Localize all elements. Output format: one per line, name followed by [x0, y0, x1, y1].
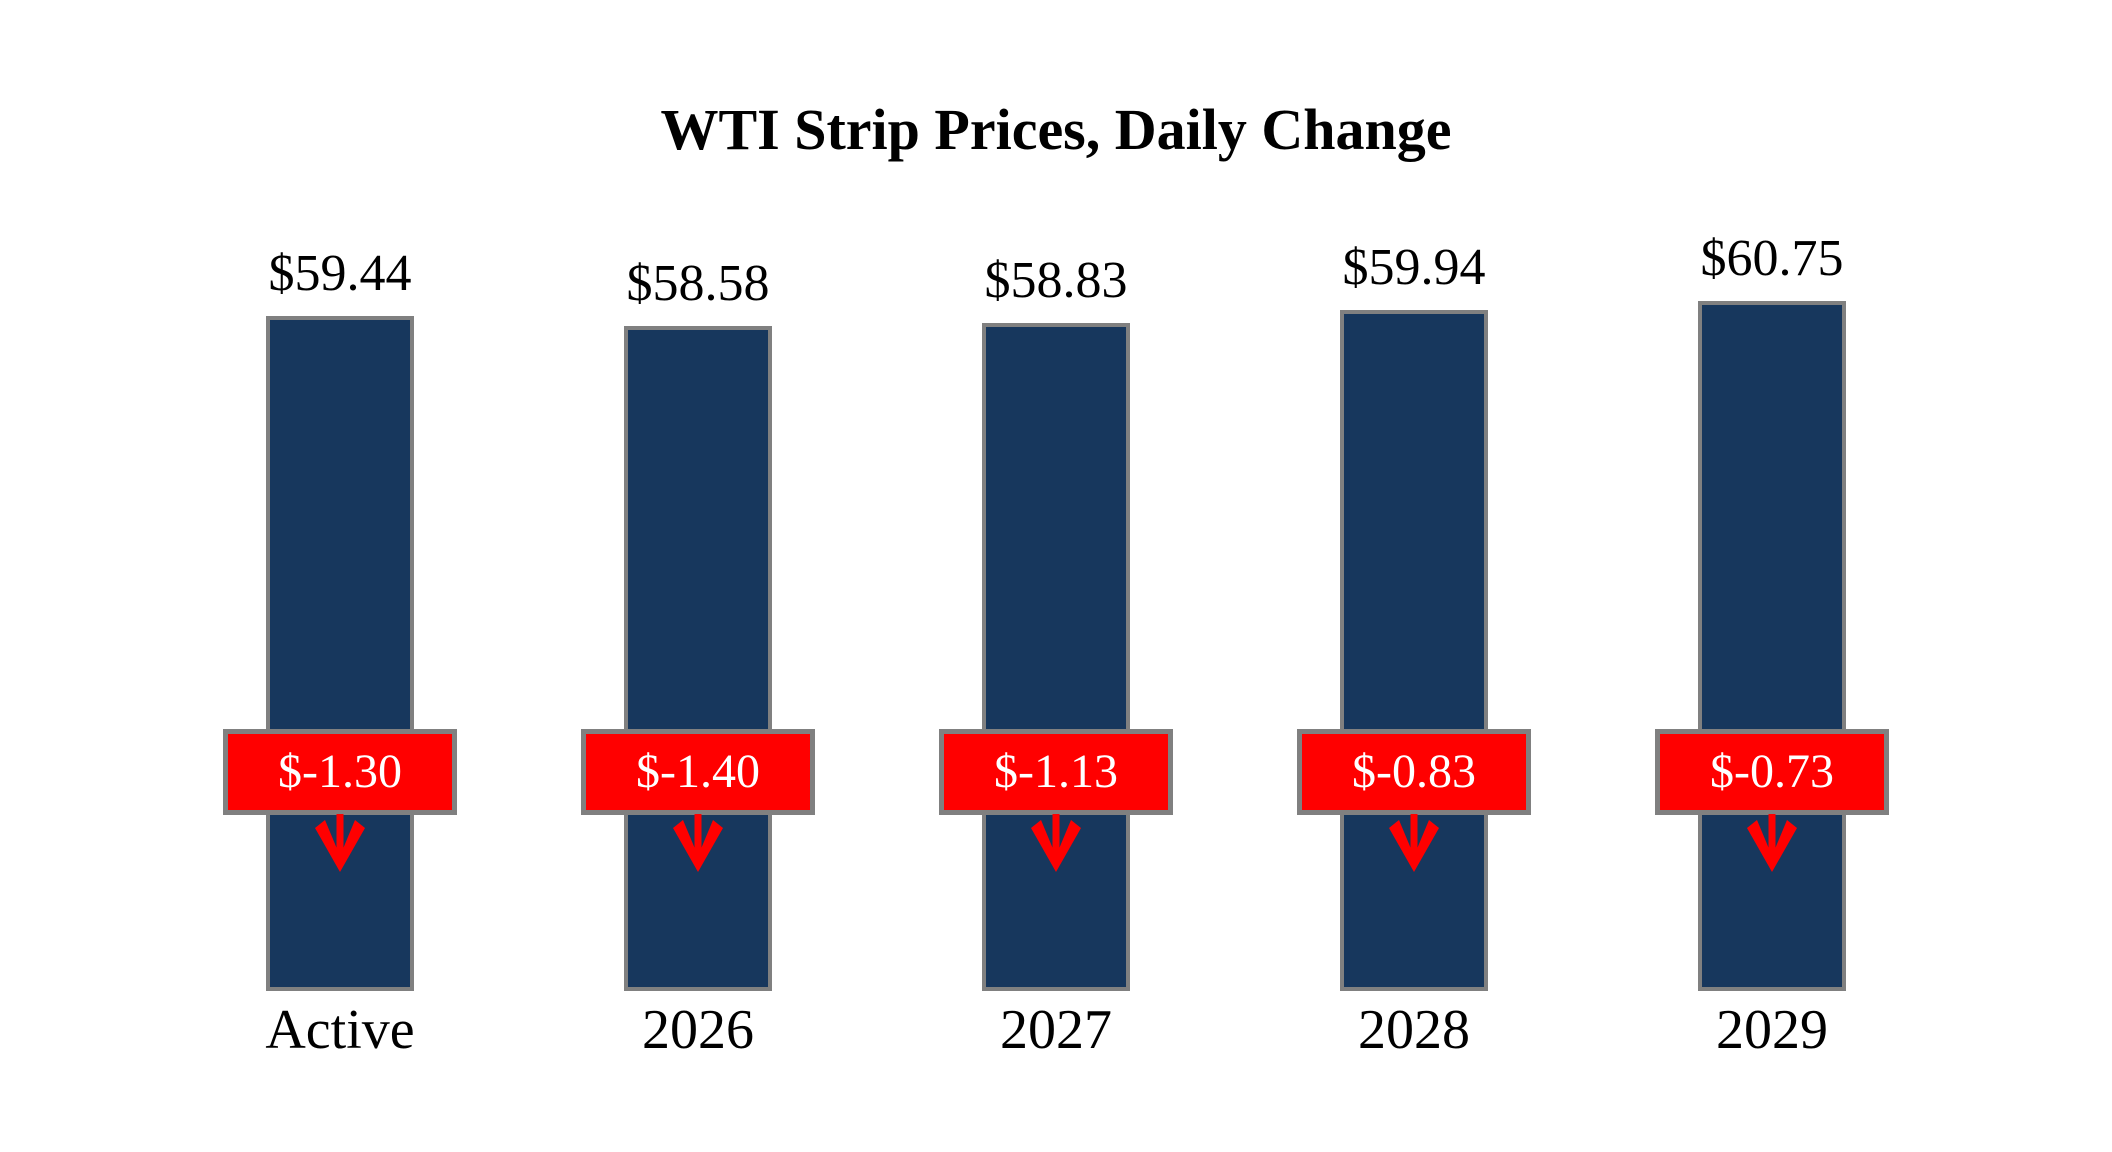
down-arrow-icon — [1031, 814, 1081, 872]
chart-title: WTI Strip Prices, Daily Change — [660, 97, 1452, 162]
down-arrow-icon — [673, 814, 723, 872]
price-bar — [266, 316, 414, 991]
change-badge: $-1.30 — [223, 729, 457, 815]
down-arrow-icon — [1747, 814, 1797, 872]
price-bar — [624, 326, 772, 991]
price-label: $59.94 — [1342, 239, 1486, 296]
change-badge: $-1.40 — [581, 729, 815, 815]
category-label: 2028 — [1358, 999, 1470, 1061]
change-badge: $-1.13 — [939, 729, 1173, 815]
price-label: $59.44 — [268, 245, 412, 302]
category-label: Active — [265, 999, 415, 1061]
down-arrow-icon — [315, 814, 365, 872]
down-arrow-icon — [1389, 814, 1439, 872]
change-badge: $-0.73 — [1655, 729, 1889, 815]
price-label: $58.58 — [626, 255, 770, 312]
price-label: $58.83 — [984, 252, 1128, 309]
category-label: 2026 — [642, 999, 754, 1061]
category-label: 2027 — [1000, 999, 1112, 1061]
change-badge: $-0.83 — [1297, 729, 1531, 815]
price-bar — [1698, 301, 1846, 991]
price-bar — [1340, 310, 1488, 991]
price-bar — [982, 323, 1130, 991]
category-label: 2029 — [1716, 999, 1828, 1061]
price-label: $60.75 — [1700, 230, 1844, 287]
